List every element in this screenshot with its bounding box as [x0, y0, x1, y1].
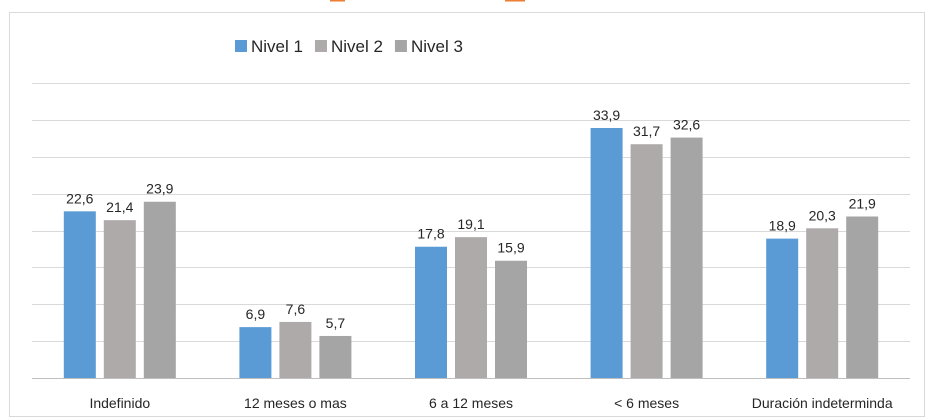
legend-swatch: [314, 40, 327, 52]
data-label: 32,6: [673, 117, 700, 133]
legend-label: Nivel 3: [411, 37, 463, 56]
bar: [279, 321, 312, 378]
data-label: 33,9: [593, 107, 620, 123]
bar: [806, 228, 839, 378]
x-tick-label: Indefinido: [89, 395, 150, 411]
bars: [63, 127, 879, 378]
bar: [415, 246, 447, 378]
x-tick-labels: Indefinido 12 meses o mas 6 a 12 meses < 6 …: [89, 395, 892, 411]
bar: [590, 127, 623, 378]
legend: Nivel 1 Nivel 2 Nivel 3: [235, 37, 463, 56]
x-tick-label: Duración indeterminda: [752, 395, 893, 411]
bar: [495, 260, 527, 378]
data-label: 6,9: [246, 306, 266, 322]
data-label: 17,8: [417, 226, 444, 242]
data-label: 15,9: [497, 240, 524, 256]
data-label: 23,9: [146, 181, 173, 197]
data-label: 31,7: [633, 123, 660, 139]
bar: [846, 216, 879, 378]
bar: [670, 137, 703, 378]
gridlines: [32, 83, 910, 379]
bar: [630, 144, 663, 378]
data-label: 5,7: [326, 315, 346, 331]
bar: [319, 335, 352, 378]
data-label: 22,6: [66, 190, 93, 206]
x-tick-label: 12 meses o mas: [244, 395, 347, 411]
bar: [143, 201, 176, 378]
legend-swatch: [235, 40, 247, 52]
bar: [63, 211, 96, 378]
data-label: 19,1: [457, 216, 484, 232]
data-label: 18,9: [769, 218, 796, 234]
x-tick-label: 6 a 12 meses: [429, 395, 513, 411]
data-label: 20,3: [809, 207, 836, 223]
legend-label: Nivel 1: [251, 37, 303, 56]
bar: [239, 327, 272, 378]
data-label: 21,4: [106, 199, 133, 215]
bar: [103, 220, 136, 378]
legend-label: Nivel 2: [331, 37, 383, 56]
bar: [766, 238, 799, 378]
bar: [455, 237, 487, 378]
data-labels: 22,6 21,4 23,9 6,9 7,6 5,7 17,8 19,1 15,9 33,9 31,…: [66, 107, 876, 331]
data-label: 21,9: [849, 195, 876, 211]
x-tick-label: < 6 meses: [614, 395, 679, 411]
legend-swatch: [394, 40, 407, 52]
data-label: 7,6: [286, 301, 306, 317]
